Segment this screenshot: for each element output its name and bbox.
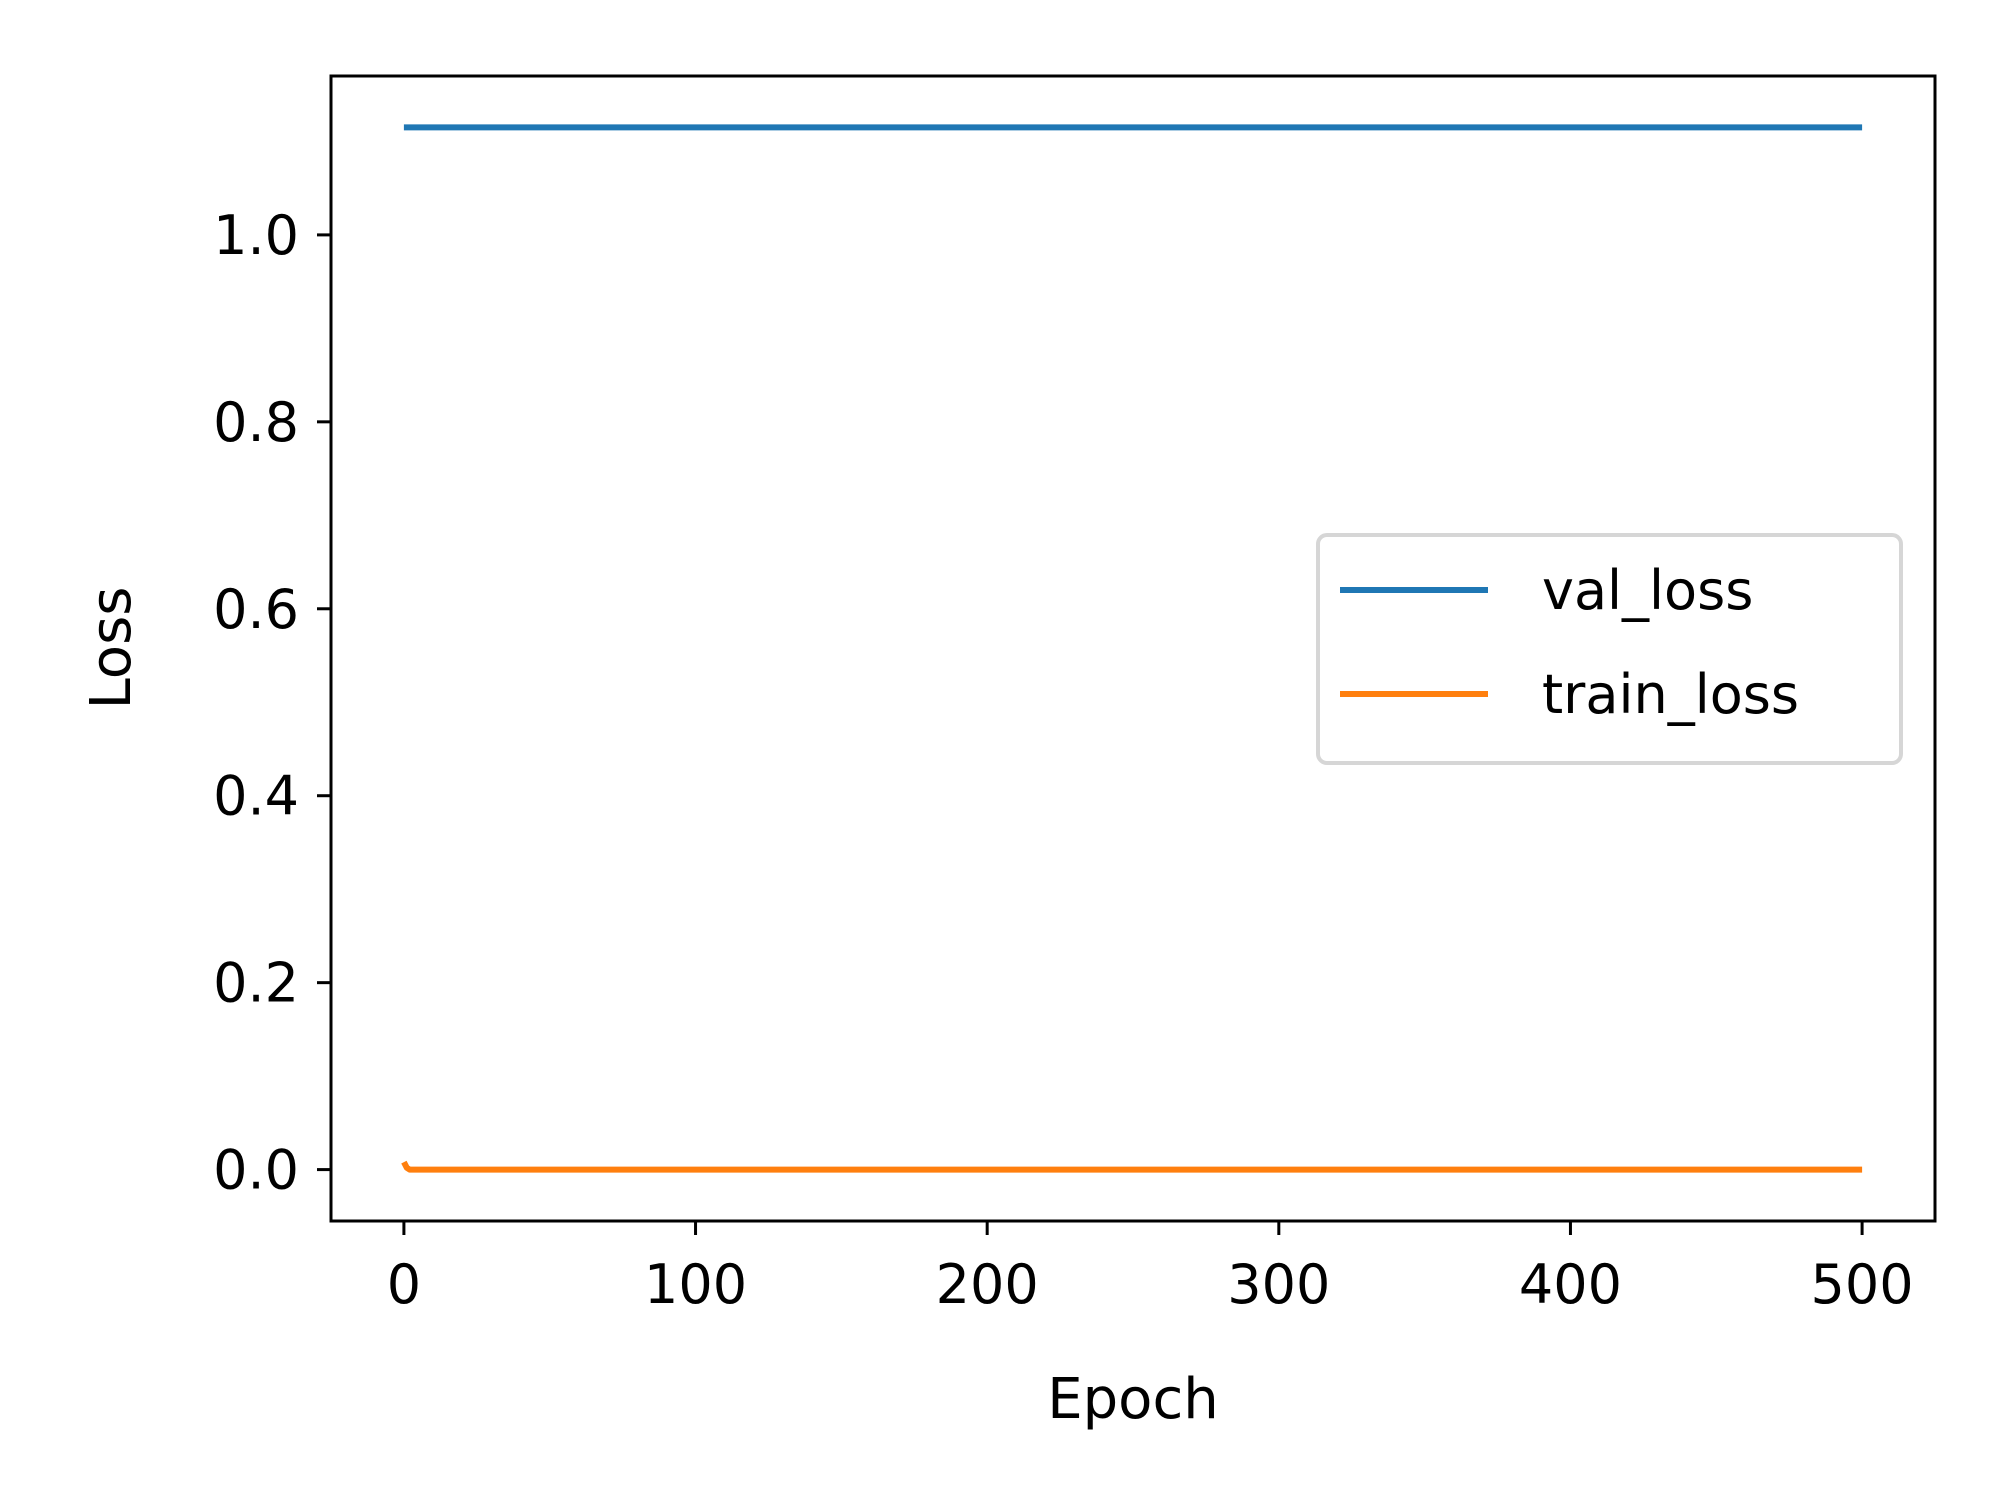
x-axis-label: Epoch (1047, 1367, 1218, 1432)
legend: val_loss train_loss (1316, 533, 1903, 765)
x-tick-label: 500 (1811, 1253, 1914, 1316)
y-tick-label: 0.8 (213, 391, 299, 454)
legend-label-train_loss: train_loss (1542, 663, 1799, 726)
series-line-train_loss (401, 1160, 1863, 1173)
x-tick-label: 100 (644, 1253, 747, 1316)
legend-label-val_loss: val_loss (1542, 559, 1753, 622)
y-tick-label: 0.6 (213, 578, 299, 641)
y-tick-label: 0.4 (213, 765, 299, 828)
y-axis-label: Loss (79, 587, 144, 710)
y-axis: 0.0 0.2 0.4 0.6 0.8 1.0 (213, 204, 331, 1202)
x-axis: 0 100 200 300 400 500 (387, 1221, 1914, 1316)
x-tick-label: 400 (1519, 1253, 1622, 1316)
series-layer (401, 124, 1863, 1173)
x-tick-label: 0 (387, 1253, 421, 1316)
plot-frame (329, 74, 1937, 1223)
x-tick-label: 200 (936, 1253, 1039, 1316)
x-tick-label: 300 (1227, 1253, 1330, 1316)
y-tick-label: 0.0 (213, 1139, 299, 1202)
y-tick-label: 0.2 (213, 952, 299, 1015)
y-tick-label: 1.0 (213, 204, 299, 267)
